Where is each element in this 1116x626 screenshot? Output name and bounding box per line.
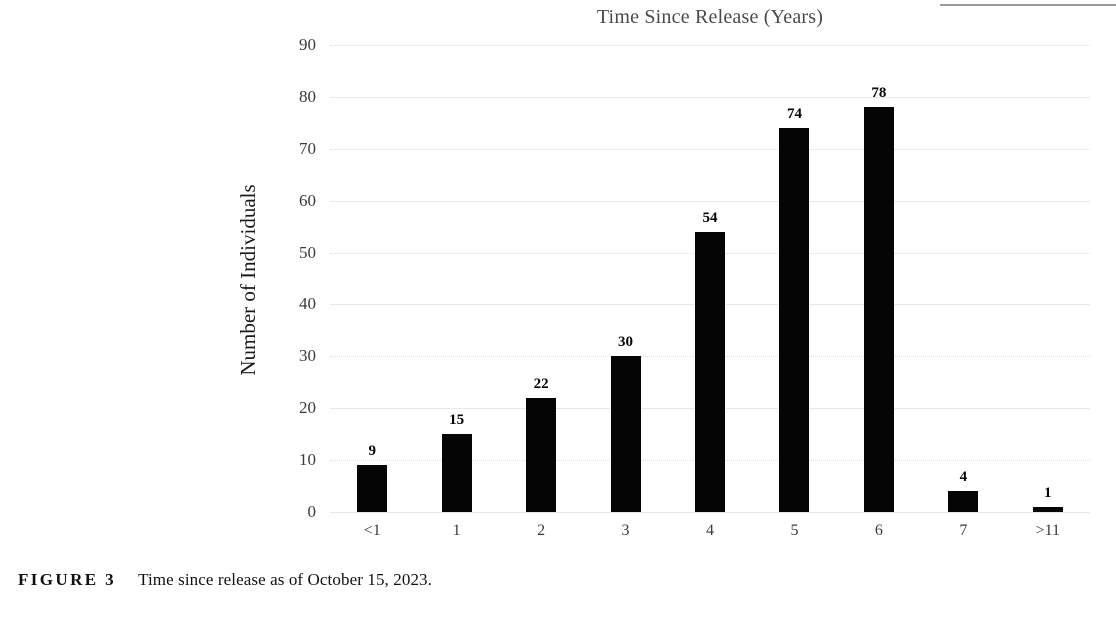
x-tick-label: 7: [959, 522, 968, 539]
bar[interactable]: [863, 107, 894, 512]
y-tick-label-30: 30: [299, 346, 316, 366]
x-tick-label: 1: [452, 522, 461, 539]
bar[interactable]: [694, 231, 725, 512]
x-tick-label: 2: [537, 522, 546, 539]
bar-slot: 9 <1: [330, 45, 414, 539]
x-tick-label: 3: [621, 522, 630, 539]
bar-value-label: 15: [449, 412, 465, 429]
bar-slot: 74 5: [752, 45, 836, 539]
y-axis-title: Number of Individuals: [236, 184, 260, 376]
bar-value-label: 74: [786, 106, 802, 123]
bar-value-label: 22: [533, 375, 549, 392]
x-tick-label: 5: [790, 522, 799, 539]
bar[interactable]: [610, 356, 641, 512]
x-tick-label: >11: [1035, 522, 1060, 539]
x-tick-label: <1: [363, 522, 381, 539]
bar-value-label: 9: [368, 443, 376, 460]
bar-value-label: 30: [618, 334, 634, 351]
y-tick-label-40: 40: [299, 294, 316, 314]
bar-slot: 1 >11: [1006, 45, 1090, 539]
gridline-90: [330, 45, 1090, 46]
bar[interactable]: [948, 491, 979, 512]
plot-area: 0 10 20 30 40 50 60 70 80 90 9 <1 15 1 22 2 30 3 54 4 74 5 78…: [299, 35, 1090, 539]
figure-caption-label: FIGURE 3: [18, 570, 117, 589]
bar[interactable]: [779, 128, 810, 512]
bar-value-label: 54: [702, 209, 718, 226]
bar[interactable]: [357, 465, 388, 512]
bar-slot: 78 6: [837, 45, 921, 539]
gridline-80: [330, 96, 1090, 98]
bar-slot: 30 3: [583, 45, 667, 539]
y-tick-label-60: 60: [299, 190, 316, 210]
y-tick-label-70: 70: [299, 138, 316, 158]
chart-title: Time Since Release (Years): [596, 6, 824, 28]
y-tick-label-50: 50: [299, 242, 316, 262]
gridline-0: [330, 512, 1090, 513]
bar[interactable]: [1032, 506, 1063, 512]
bar-value-label: 78: [871, 85, 887, 102]
y-tick-label-20: 20: [299, 398, 316, 418]
y-tick-label-0: 0: [307, 502, 317, 521]
figure-caption: FIGURE 3 Time since release as of October…: [18, 570, 432, 590]
bar-value-label: 1: [1044, 484, 1052, 501]
y-tick-label-10: 10: [299, 450, 316, 470]
figure-3: Time Since Release (Years) Number of Ind…: [18, 6, 1090, 589]
header-rule: [940, 4, 1116, 6]
bar-slot: 54 4: [668, 45, 752, 539]
x-tick-label: 4: [705, 522, 714, 539]
bar-slot: 15 1: [414, 45, 498, 539]
figure-caption-text: Time since release as of October 15, 202…: [138, 570, 432, 589]
x-tick-label: 6: [874, 522, 883, 539]
bar-slot: 22 2: [499, 45, 583, 539]
y-tick-label-90: 90: [299, 35, 316, 54]
gridline-70: [330, 148, 1090, 150]
bar[interactable]: [526, 397, 557, 512]
y-tick-label-80: 80: [299, 86, 316, 106]
gridline-60: [330, 200, 1090, 202]
bar[interactable]: [441, 434, 472, 512]
bar-value-label: 4: [959, 469, 968, 486]
